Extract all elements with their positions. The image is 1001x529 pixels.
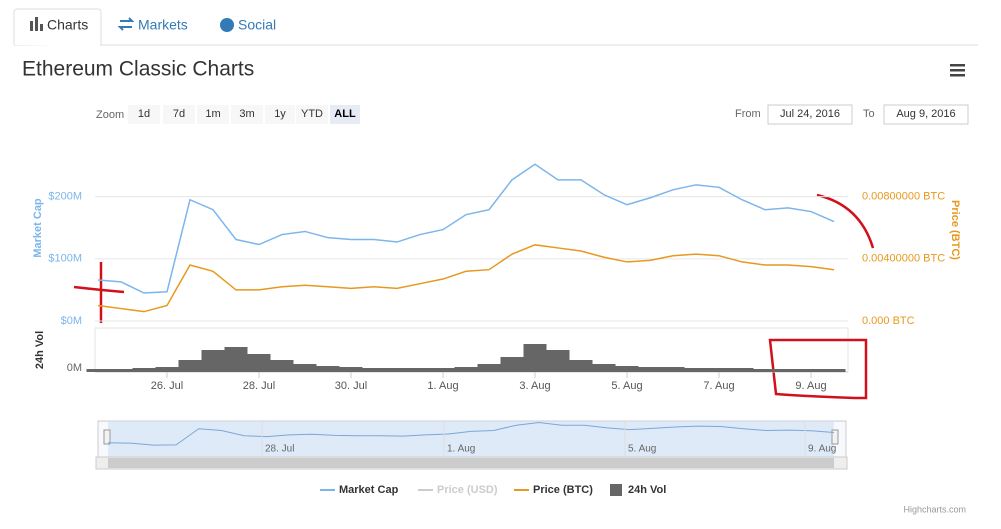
zoom-button[interactable] [197, 105, 229, 124]
legend-label[interactable]: Price (USD) [437, 484, 498, 496]
navigator-handle[interactable] [831, 429, 839, 445]
y-tick-label: $0M [61, 315, 82, 327]
vol-tick-label: 0M [67, 362, 82, 374]
menu-icon[interactable] [950, 64, 965, 77]
vol-bar [776, 369, 800, 372]
y2-tick-label: 0.00400000 BTC [862, 253, 945, 265]
navigator-label: 5. Aug [628, 444, 656, 455]
navigator-line [107, 422, 835, 446]
navigator-label: 9. Aug [808, 444, 836, 455]
series-line [97, 244, 835, 313]
vol-bar [615, 366, 639, 372]
vol-bar [500, 357, 524, 372]
vol-bar [408, 368, 432, 372]
x-tick-label: 5. Aug [611, 380, 642, 392]
x-tick-label: 7. Aug [703, 380, 734, 392]
red-annotations [73, 193, 875, 400]
to-value[interactable]: Aug 9, 2016 [896, 108, 955, 120]
vol-bar [132, 368, 156, 372]
y-tick-label: $100M [48, 253, 82, 265]
y2-axis-title: Price (BTC) [949, 200, 961, 260]
vol-bar [270, 360, 294, 372]
legend-label[interactable]: 24h Vol [628, 484, 666, 496]
vol-bar [316, 366, 340, 372]
vol-bar [592, 364, 616, 372]
vol-bar [293, 364, 317, 372]
zoom-button[interactable] [265, 105, 295, 124]
x-tick-label: 30. Jul [335, 380, 367, 392]
vol-bar [178, 360, 202, 372]
y-axis-title: Market Cap [32, 198, 44, 258]
x-tick-label: 28. Jul [243, 380, 275, 392]
vol-bar [799, 369, 823, 372]
zoom-button[interactable] [296, 105, 328, 124]
series-line [97, 163, 835, 294]
credit: Highcharts.com [903, 504, 966, 514]
zoom-button[interactable] [128, 105, 160, 124]
zoom-button-label[interactable]: ALL [334, 108, 356, 120]
vol-bar [385, 368, 409, 372]
zoom-button-label[interactable]: 3m [239, 108, 254, 120]
vol-bar [730, 368, 754, 372]
navigator-label: 28. Jul [265, 444, 294, 455]
zoom-button-label[interactable]: 1m [205, 108, 220, 120]
vol-bar [339, 367, 363, 372]
vol-bar [546, 350, 570, 372]
vol-bar [523, 344, 547, 372]
zoom-button-label[interactable]: YTD [301, 108, 323, 120]
zoom-button-label[interactable]: 1y [274, 108, 286, 120]
vol-bar [707, 368, 731, 372]
zoom-button[interactable] [330, 105, 360, 124]
tab[interactable]: Social [238, 17, 276, 33]
zoom-button[interactable] [231, 105, 263, 124]
tab[interactable]: Charts [47, 17, 88, 33]
y2-tick-label: 0.000 BTC [862, 315, 915, 327]
vol-bar [155, 367, 179, 372]
vol-axis-title: 24h Vol [34, 331, 46, 369]
vol-bar [822, 369, 846, 372]
x-tick-label: 26. Jul [151, 380, 183, 392]
zoom-button-label[interactable]: 1d [138, 108, 150, 120]
y-tick-label: $200M [48, 191, 82, 203]
vol-bar [454, 367, 478, 372]
vol-bar [753, 369, 777, 372]
vol-bar [661, 367, 685, 372]
from-value[interactable]: Jul 24, 2016 [780, 108, 840, 120]
scrollbar-thumb[interactable] [108, 458, 834, 468]
y2-tick-label: 0.00800000 BTC [862, 191, 945, 203]
zoom-button[interactable] [163, 105, 195, 124]
navigator-label: 1. Aug [447, 444, 475, 455]
vol-bar [684, 368, 708, 372]
navigator-handle[interactable] [103, 429, 111, 445]
from-label: From [735, 108, 761, 120]
to-input[interactable] [883, 104, 969, 125]
vol-bar [247, 354, 271, 372]
heading: Ethereum Classic Charts [22, 58, 254, 81]
vol-bar [638, 367, 662, 372]
vol-bar [569, 360, 593, 372]
x-tick-label: 3. Aug [519, 380, 550, 392]
from-input[interactable] [767, 104, 853, 125]
x-tick-label: 9. Aug [795, 380, 826, 392]
legend-label[interactable]: Price (BTC) [533, 484, 593, 496]
zoom-button-label[interactable]: 7d [173, 108, 185, 120]
navigator-selection[interactable] [108, 421, 834, 457]
legend-symbol[interactable] [610, 484, 622, 496]
vol-bar [477, 364, 501, 372]
tab[interactable]: Markets [138, 17, 188, 33]
vol-bar [431, 368, 455, 372]
zoom-label: Zoom [96, 109, 124, 121]
vol-bar [86, 369, 110, 372]
vol-bar [109, 369, 133, 372]
vol-bar [362, 368, 386, 372]
vol-bar [224, 347, 248, 372]
vol-bar [201, 350, 225, 372]
x-tick-label: 1. Aug [427, 380, 458, 392]
to-label: To [863, 108, 875, 120]
tab-icons [30, 17, 234, 32]
legend-label[interactable]: Market Cap [339, 484, 399, 496]
